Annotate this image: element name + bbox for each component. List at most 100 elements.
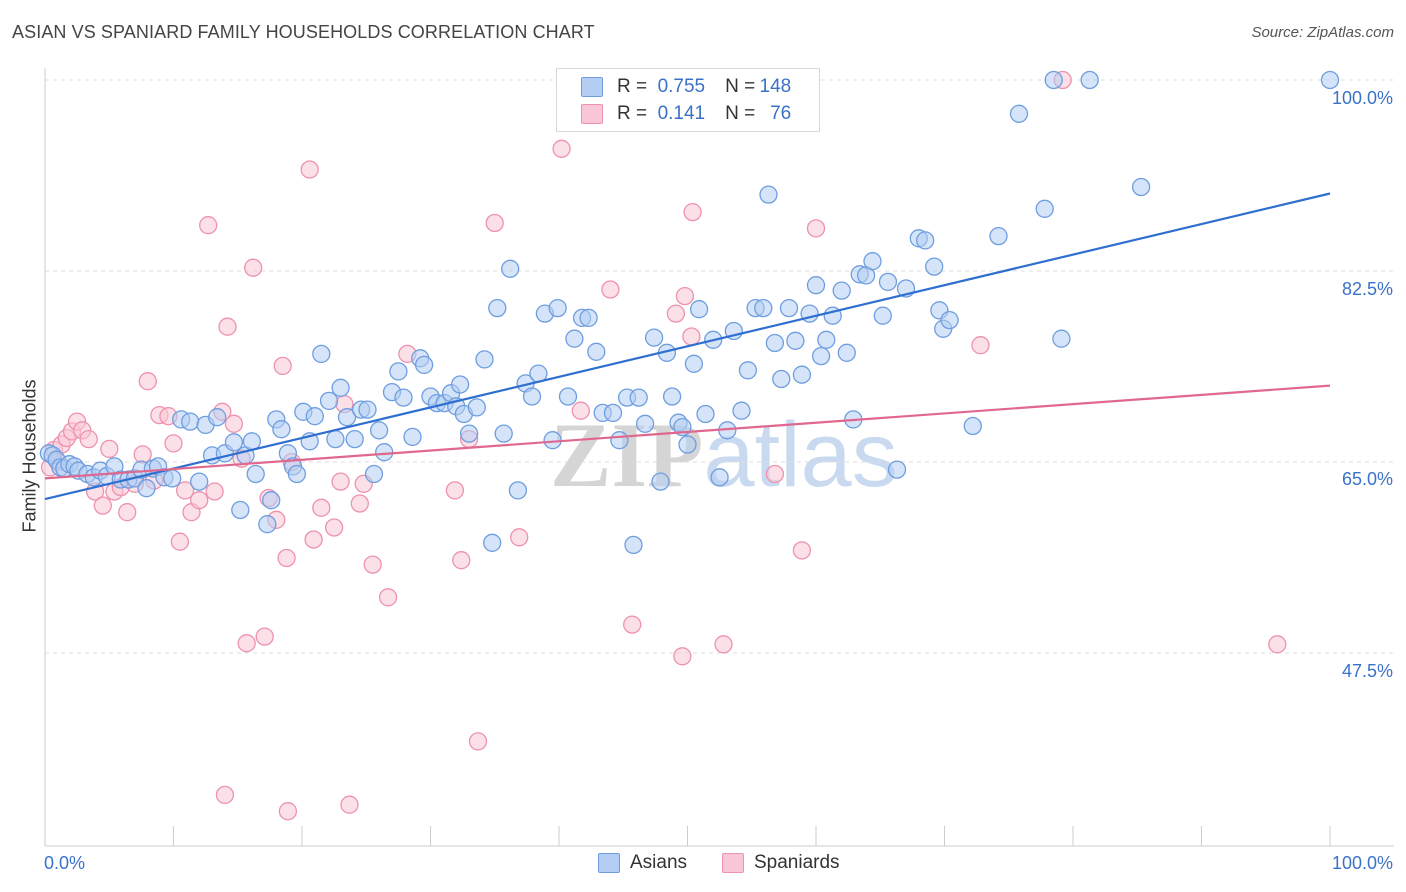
- asians-point: [262, 491, 281, 510]
- asians-point: [548, 298, 567, 318]
- asians-legend-label: Asians: [630, 852, 688, 873]
- asians-point: [610, 431, 629, 450]
- spaniards-point: [324, 518, 344, 537]
- asians-point: [258, 515, 277, 534]
- asians-point: [925, 257, 944, 276]
- legend-row-spaniards: R = 0.141 N = 76: [581, 102, 791, 126]
- spaniards-point: [331, 472, 350, 491]
- legend-item-spaniards: Spaniards: [722, 852, 840, 874]
- asians-point: [358, 400, 377, 419]
- spaniards-point: [277, 548, 296, 568]
- asians-point: [792, 365, 812, 384]
- spaniards-point: [164, 434, 183, 453]
- legend-r-value: 0.141: [657, 103, 706, 124]
- asians-point: [832, 281, 851, 300]
- y-tick-label: 65.0%: [1341, 469, 1393, 489]
- asians-point: [403, 427, 422, 447]
- spaniards-point: [100, 439, 119, 459]
- asians-point: [1052, 329, 1071, 348]
- asians-trend-line: [44, 192, 1331, 501]
- asians-point: [772, 369, 791, 389]
- asians-point: [1035, 199, 1054, 218]
- asians-point: [326, 429, 345, 449]
- asians-point: [603, 403, 623, 423]
- asians-point: [940, 310, 959, 330]
- asians-point: [483, 533, 502, 552]
- spaniards-point: [93, 496, 112, 515]
- spaniards-point: [237, 634, 256, 653]
- asians-point: [394, 388, 413, 407]
- trend-lines: [44, 192, 1331, 501]
- asians-point: [467, 398, 486, 417]
- spaniards-point: [312, 498, 331, 517]
- asians-point: [319, 391, 339, 411]
- asians-point: [873, 306, 892, 325]
- asians-point: [579, 308, 598, 328]
- asians-point: [488, 298, 507, 318]
- asians-point: [565, 329, 584, 348]
- legend-item-asians: Asians: [598, 852, 687, 874]
- spaniards-point: [278, 802, 298, 821]
- asians-point: [759, 185, 778, 204]
- asians-legend-swatch: [598, 853, 620, 873]
- asians-point: [272, 420, 291, 439]
- asians-point: [963, 416, 982, 436]
- asians-point: [508, 481, 528, 500]
- asians-point: [878, 272, 898, 292]
- asians-point: [364, 464, 384, 484]
- asians-point: [522, 387, 542, 406]
- asians-point: [765, 333, 785, 353]
- spaniards-point: [118, 503, 137, 522]
- spaniards-point: [378, 588, 398, 607]
- spaniards-point: [971, 336, 990, 355]
- asians-point: [887, 460, 907, 479]
- spaniards-point: [765, 464, 785, 484]
- asians-point: [817, 330, 836, 349]
- asians-point: [1080, 70, 1099, 90]
- spaniards-point: [350, 494, 369, 513]
- grid-lines: [45, 79, 1394, 654]
- asians-point: [337, 408, 357, 427]
- spaniards-point: [363, 555, 382, 574]
- asians-point: [137, 479, 156, 498]
- y-tick-label: 47.5%: [1341, 661, 1393, 681]
- spaniards-point: [205, 482, 224, 501]
- series-legend: Asians Spaniards: [0, 852, 1406, 878]
- legend-n-value: 76: [770, 103, 792, 124]
- asians-point: [305, 407, 324, 426]
- asians-point: [369, 421, 389, 440]
- legend-r-label: R =: [617, 103, 648, 124]
- asians-point: [450, 375, 470, 394]
- spaniards-trend-line: [44, 384, 1331, 480]
- spaniards-point: [1268, 635, 1287, 654]
- asians-point: [916, 231, 935, 250]
- y-tick-label: 82.5%: [1341, 279, 1393, 299]
- x-axis-min-label: 0.0%: [44, 853, 86, 873]
- asians-point: [1044, 70, 1063, 90]
- asians-point: [644, 328, 664, 347]
- asians-point: [786, 331, 805, 350]
- spaniards-point: [452, 551, 471, 570]
- asians-point: [163, 469, 182, 488]
- spaniards-point: [190, 491, 209, 510]
- asians-point: [587, 342, 606, 361]
- spaniards-legend-swatch: [722, 853, 744, 873]
- spaniards-point: [300, 160, 319, 179]
- x-axis-max-label: 100.0%: [1331, 853, 1393, 873]
- spaniards-point: [255, 627, 274, 646]
- asians-point: [806, 276, 826, 295]
- spaniards-point: [673, 647, 692, 666]
- asians-point: [754, 298, 773, 318]
- spaniards-point: [683, 202, 702, 222]
- spaniards-point: [79, 429, 98, 449]
- asians-point: [696, 404, 715, 424]
- asians-point: [459, 424, 479, 443]
- asians-point: [312, 344, 331, 364]
- spaniards-point: [714, 635, 733, 654]
- asians-point: [1131, 177, 1151, 197]
- asians-point: [837, 343, 856, 362]
- asians-point: [1009, 104, 1029, 123]
- asians-point: [689, 300, 709, 319]
- asians-point: [475, 350, 494, 369]
